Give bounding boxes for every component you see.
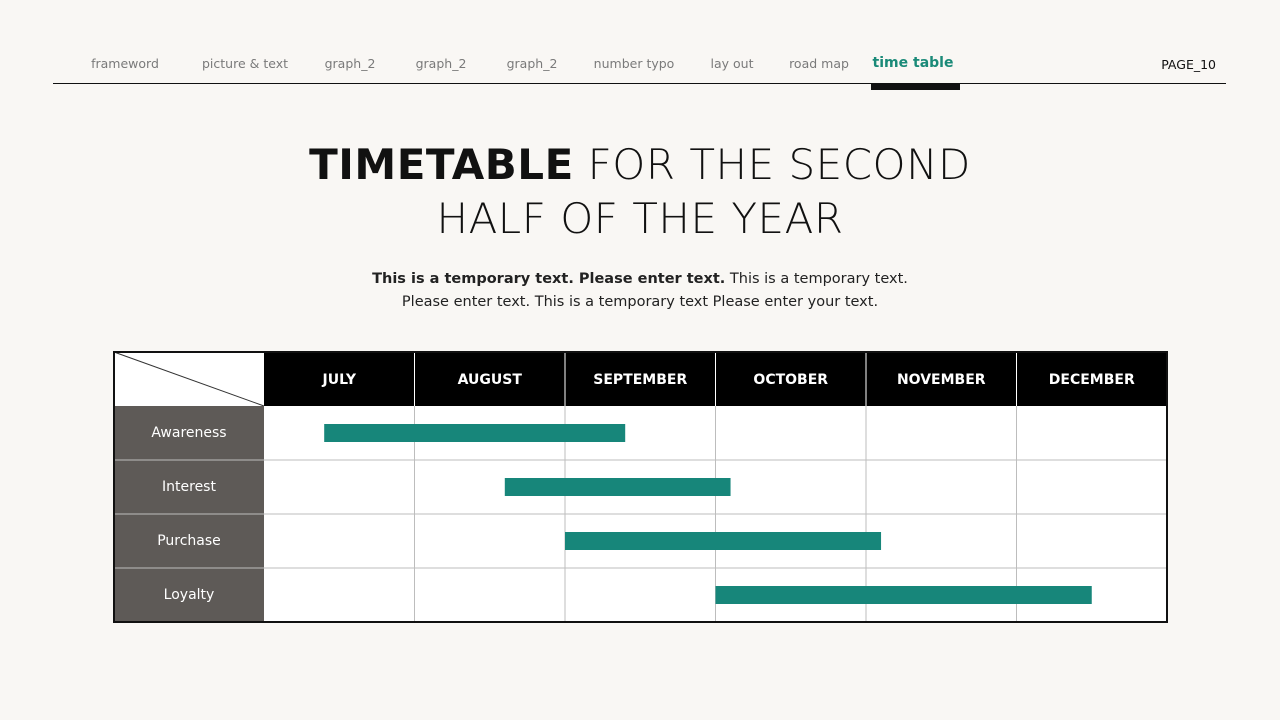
- table-border: [113, 351, 1168, 623]
- title-line: HALF OF THE YEAR: [436, 194, 844, 243]
- nav-item[interactable]: number typo: [593, 56, 675, 71]
- timeline-bar: [715, 586, 1092, 604]
- timeline-bar: [324, 424, 626, 442]
- month-header: NOVEMBER: [897, 372, 986, 388]
- title-line: FOR THE SECOND: [587, 140, 971, 189]
- nav-item[interactable]: time table: [872, 55, 954, 71]
- month-header: SEPTEMBER: [593, 372, 687, 388]
- nav-item[interactable]: picture & text: [201, 56, 289, 71]
- row-label: Loyalty: [164, 587, 215, 603]
- nav-rule: [53, 83, 1226, 84]
- row-label: Purchase: [157, 533, 221, 549]
- nav-item[interactable]: road map: [789, 56, 849, 71]
- nav-item[interactable]: graph_2: [415, 56, 467, 71]
- subtitle-bold: This is a temporary text. Please enter t…: [372, 271, 726, 287]
- nav-item[interactable]: frameword: [91, 56, 159, 71]
- row-label-cell: [114, 514, 264, 568]
- nav-item[interactable]: lay out: [710, 56, 754, 71]
- month-header: AUGUST: [458, 372, 523, 388]
- nav-item[interactable]: graph_2: [324, 56, 376, 71]
- title-bold: TIMETABLE: [309, 140, 574, 189]
- diagonal: [113, 351, 265, 407]
- timeline-bar: [504, 478, 731, 496]
- nav-item[interactable]: graph_2: [506, 56, 558, 71]
- month-header: DECEMBER: [1049, 372, 1135, 388]
- row-label-cell: [114, 568, 264, 622]
- subtitle-text: Please enter text. This is a temporary t…: [401, 294, 879, 310]
- active-indicator: [871, 84, 960, 90]
- subtitle-text: This is a temporary text.: [729, 271, 908, 287]
- row-label-cell: [114, 460, 264, 514]
- page-label: PAGE_10: [1161, 57, 1216, 72]
- row-label: Interest: [162, 479, 216, 495]
- row-label-cell: [114, 406, 264, 460]
- title: TIMETABLE FOR THE SECOND HALF OF THE YEA…: [0, 138, 1280, 246]
- month-header: JULY: [322, 372, 357, 388]
- row-label: Awareness: [151, 425, 226, 441]
- timeline-bar: [565, 532, 882, 550]
- subtitle: This is a temporary text. Please enter t…: [0, 268, 1280, 314]
- month-header: OCTOBER: [753, 372, 828, 388]
